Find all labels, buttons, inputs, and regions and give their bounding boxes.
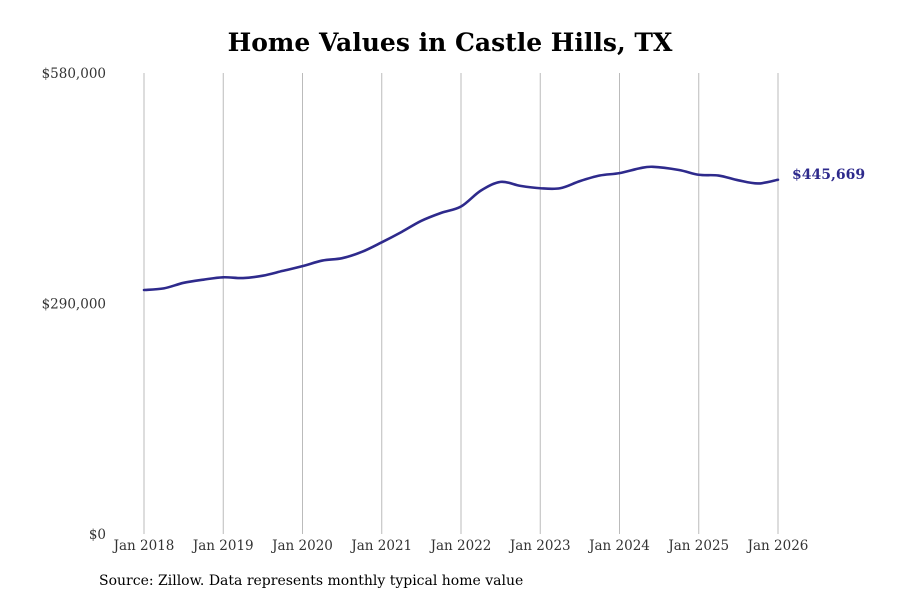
x-axis-ticks: Jan 2018 Jan 2019 Jan 2020 Jan 2021 Jan 2022… xyxy=(112,538,809,554)
x-tick-label: Jan 2026 xyxy=(746,538,809,554)
source-note: Source: Zillow. Data represents monthly … xyxy=(99,573,524,589)
x-tick-label: Jan 2018 xyxy=(112,538,175,554)
y-tick-label: $580,000 xyxy=(42,66,106,82)
x-tick-label: Jan 2025 xyxy=(666,538,729,554)
gridlines xyxy=(143,73,779,534)
x-tick-label: Jan 2021 xyxy=(349,538,412,554)
y-tick-label: $0 xyxy=(89,527,106,543)
x-tick-label: Jan 2020 xyxy=(270,538,333,554)
chart-title: Home Values in Castle Hills, TX xyxy=(227,28,673,57)
series-layer xyxy=(142,165,780,292)
end-value-label: $445,669 xyxy=(792,167,865,183)
label-layer: $445,669 xyxy=(792,167,865,183)
y-tick-label: $290,000 xyxy=(42,297,106,313)
series-line-0 xyxy=(142,165,780,292)
y-axis-ticks: $0 $290,000 $580,000 xyxy=(42,66,106,543)
x-tick-label: Jan 2022 xyxy=(429,538,492,554)
x-tick-label: Jan 2019 xyxy=(191,538,254,554)
x-tick-label: Jan 2024 xyxy=(587,538,650,554)
x-tick-label: Jan 2023 xyxy=(508,538,571,554)
